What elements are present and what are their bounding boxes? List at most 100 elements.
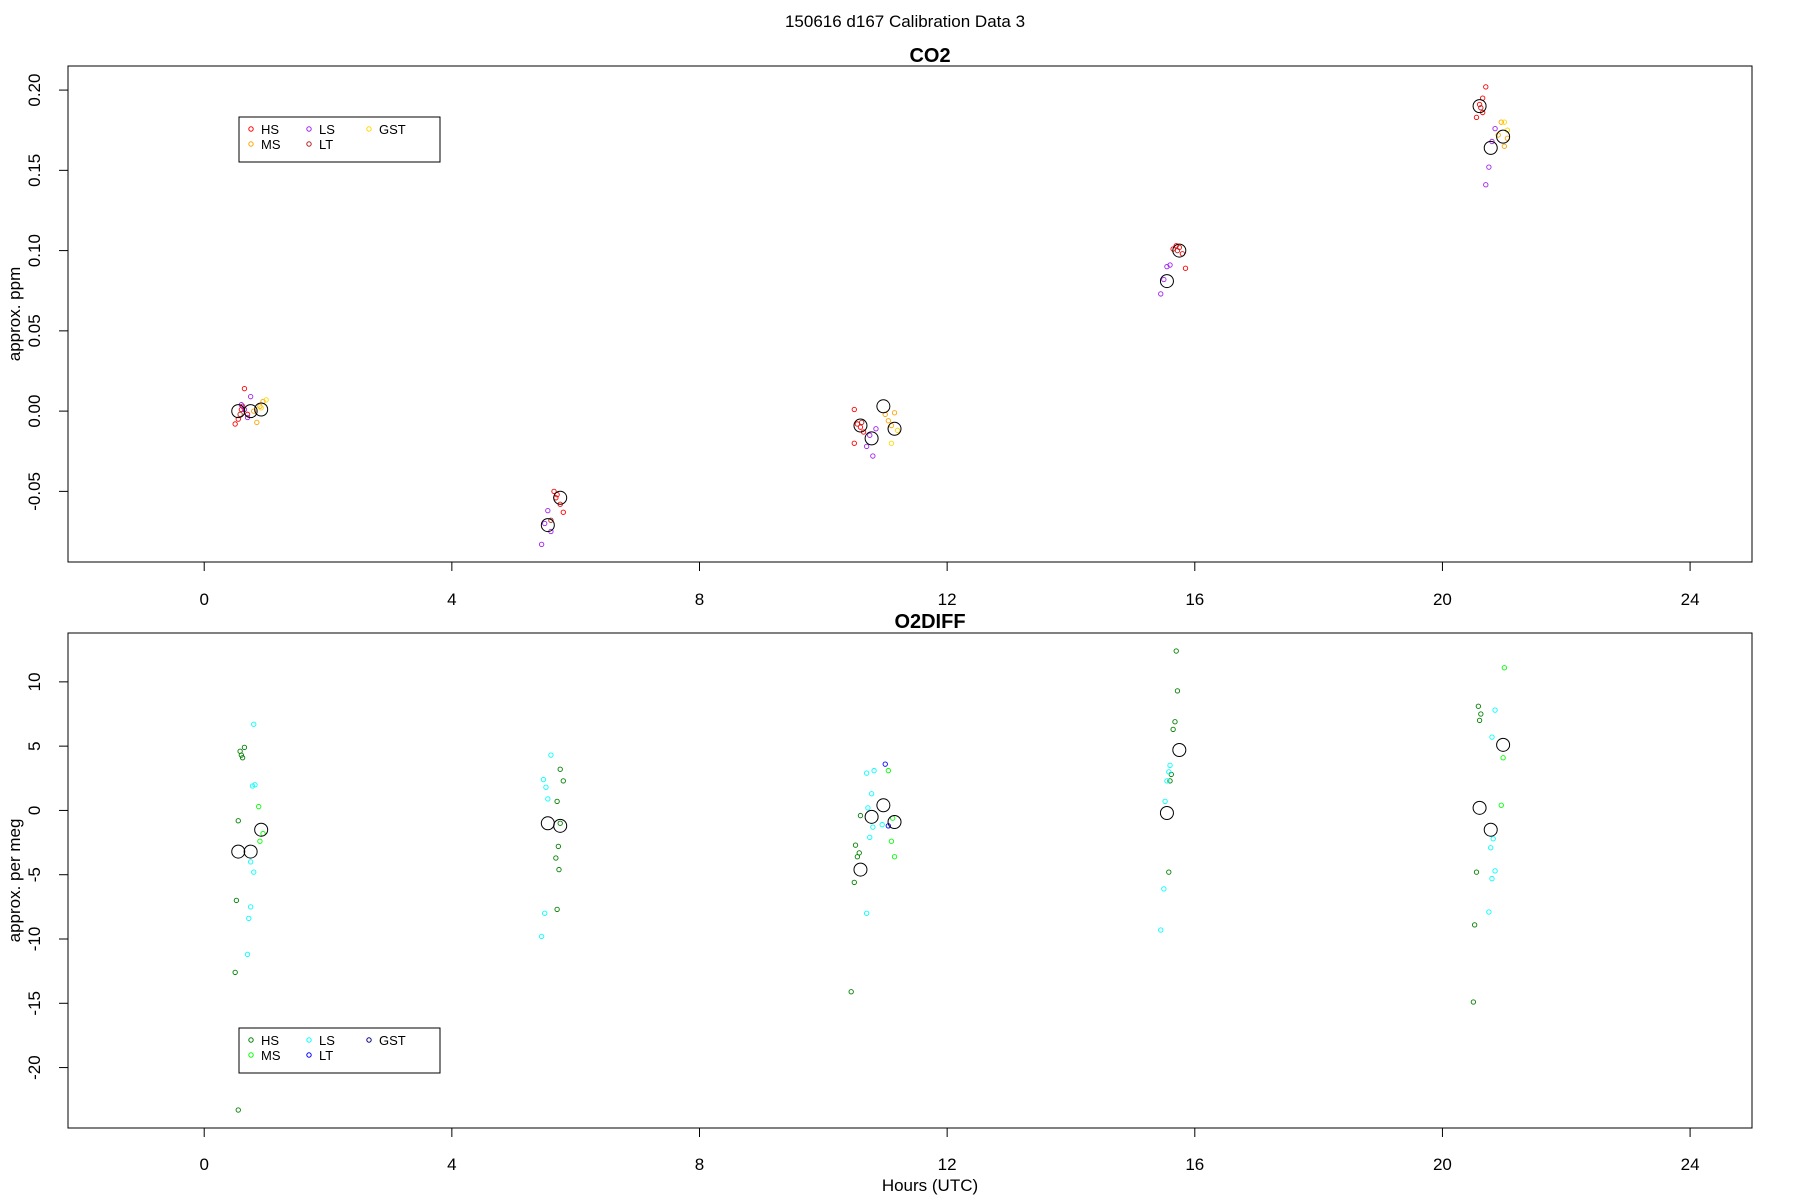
data-point-hs [1166,869,1172,875]
y-tick-label: -20 [25,1055,44,1080]
legend-box [238,116,441,163]
mean-point [1472,99,1487,114]
data-point-ms [1498,802,1504,808]
mean-point [1472,800,1487,815]
legend-marker [248,141,254,147]
legend-entry: LT [319,137,333,152]
data-point-hs [553,855,559,861]
data-point-hs [857,424,864,430]
mean-point [243,404,258,419]
legend-marker [248,1037,254,1043]
mean-point [853,862,868,877]
data-point-gst [263,397,269,403]
data-point-hs [1476,717,1483,724]
x-tick-label: 16 [1185,1155,1204,1174]
data-point-hs [556,866,562,873]
data-point-hs [237,748,243,754]
y-axis-label: approx. ppm [5,267,24,362]
mean-point [864,809,879,824]
data-point-hs [1172,719,1178,725]
legend-entry: LT [319,1048,333,1063]
y-tick-label: -0.05 [25,472,44,511]
legend-marker [366,126,372,132]
data-point-hs [1170,726,1176,733]
mean-point [1496,129,1511,144]
data-point-hs [1483,84,1489,90]
legend-box [238,1027,441,1074]
y-tick-label: -5 [25,867,44,882]
mean-point [254,822,269,837]
data-point-hs [848,989,854,995]
data-point-ms [885,418,891,424]
mean-point [540,816,555,831]
data-point-ls [538,933,545,940]
x-tick-label: 8 [695,590,704,609]
data-point-ls [1489,875,1495,882]
legend-marker [306,1037,312,1043]
data-point-ls [867,432,873,438]
mean-point [243,844,258,859]
data-point-ls [1486,164,1492,170]
data-point-lt [548,517,554,523]
x-tick-label: 24 [1681,590,1700,609]
data-point-ls [1488,845,1494,851]
legend-marker [248,1052,254,1058]
data-point-hs [560,778,566,784]
legend-entry: LS [319,122,335,137]
data-point-hs [551,488,557,495]
data-point-ls [1490,836,1496,842]
mean-point [231,844,246,859]
mean-point [876,798,891,813]
legend-entry: HS [261,122,279,137]
data-point-ms [1500,755,1506,761]
data-point-ls [1492,125,1498,132]
o2diff-panel: O2DIFF 0 4 8 12 16 20 24 -20 -15 -10 -5 0 5 10 approx. … [5,611,1753,1195]
data-point-hs [233,897,240,904]
legend-entry: LS [319,1033,335,1048]
mean-point [853,418,868,433]
x-tick-label: 4 [447,1155,456,1174]
chart-title: O2DIFF [894,611,965,633]
data-point-ls [873,426,879,432]
x-tick-label: 0 [199,590,208,609]
x-tick-label: 0 [199,1155,208,1174]
data-point-hs [1167,778,1173,784]
data-point-ls [543,784,549,790]
data-point-hs [1473,114,1480,121]
mean-point [231,404,246,419]
y-tick-label: 0.20 [25,74,44,107]
x-tick-label: 24 [1681,1155,1700,1174]
data-point-ls [1158,291,1164,297]
mean-point [887,421,902,436]
y-tick-label: 5 [25,741,44,750]
data-point-lt [1174,247,1181,254]
y-tick-label: 0.00 [25,395,44,428]
mean-point [876,399,891,414]
data-point-ls [545,507,551,514]
data-point-ls [864,770,870,776]
data-point-ls [864,910,870,916]
x-tick-label: 16 [1185,590,1204,609]
data-point-hs [232,421,238,427]
data-point-ms [256,803,262,810]
data-point-hs [241,744,248,751]
mean-point [1159,806,1174,820]
data-point-hs [232,969,238,976]
mean-point [1496,737,1511,752]
y-axis-label: approx. per meg [5,819,24,943]
data-point-ms [254,419,260,425]
data-point-ls [542,910,548,916]
data-point-hs [851,406,857,413]
data-point-ls [1489,734,1495,740]
data-point-hs [1475,703,1482,709]
data-point-ls [548,752,554,758]
data-point-hs [1470,999,1477,1005]
data-point-ls [1167,762,1173,769]
mean-point [553,490,568,505]
data-point-hs [1182,265,1189,271]
data-point-hs [854,421,861,427]
y-tick-label: -10 [25,927,44,952]
data-point-hs [1473,869,1480,875]
data-point-ls [542,520,548,527]
data-point-ls [540,776,547,783]
